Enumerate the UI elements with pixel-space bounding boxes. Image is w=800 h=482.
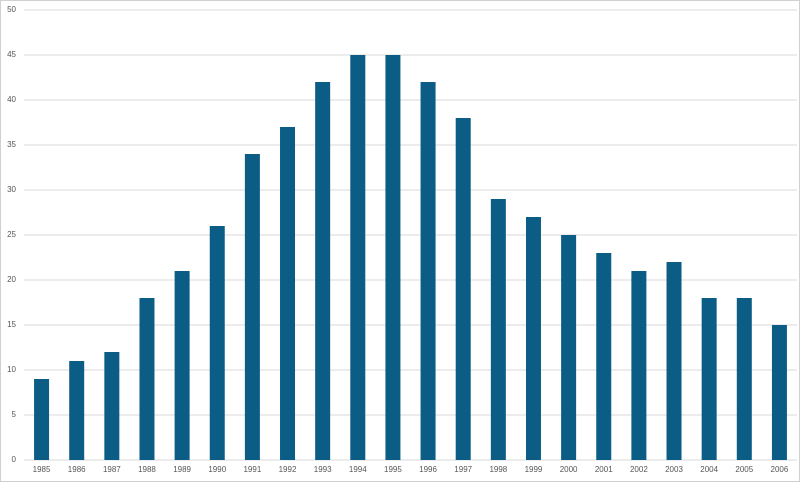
x-tick-label: 1997 (454, 465, 472, 474)
y-tick-label: 30 (7, 185, 16, 194)
x-tick-label: 1998 (489, 465, 507, 474)
y-tick-label: 15 (7, 320, 16, 329)
bar (174, 271, 190, 460)
bar (701, 298, 717, 460)
x-tick-label: 1985 (33, 465, 51, 474)
y-tick-label: 40 (7, 95, 16, 104)
bar (525, 217, 541, 460)
bar (596, 253, 612, 460)
bar (771, 325, 787, 460)
bar (350, 55, 366, 460)
y-tick-label: 35 (7, 140, 16, 149)
y-tick-label: 5 (12, 410, 17, 419)
x-tick-label: 2002 (630, 465, 648, 474)
x-tick-label: 1996 (419, 465, 437, 474)
x-tick-label: 2000 (560, 465, 578, 474)
x-tick-label: 2006 (771, 465, 789, 474)
bar (244, 154, 260, 460)
bar (666, 262, 682, 460)
y-tick-label: 50 (7, 5, 16, 14)
x-tick-label: 1992 (279, 465, 297, 474)
x-tick-label: 1993 (314, 465, 332, 474)
x-tick-label: 1990 (208, 465, 226, 474)
bar (455, 118, 471, 460)
x-tick-label: 2005 (735, 465, 753, 474)
bar (315, 82, 331, 460)
x-tick-label: 1989 (173, 465, 191, 474)
bar (280, 127, 296, 460)
bar (209, 226, 225, 460)
x-tick-label: 2001 (595, 465, 613, 474)
bar (736, 298, 752, 460)
x-tick-label: 1995 (384, 465, 402, 474)
y-tick-label: 0 (12, 455, 17, 464)
x-tick-label: 1994 (349, 465, 367, 474)
bar (490, 199, 506, 460)
bar (139, 298, 155, 460)
bar (34, 379, 50, 460)
x-tick-label: 1991 (243, 465, 261, 474)
y-tick-label: 45 (7, 50, 16, 59)
x-tick-label: 2003 (665, 465, 683, 474)
y-tick-label: 25 (7, 230, 16, 239)
bar (104, 352, 120, 460)
y-tick-label: 10 (7, 365, 16, 374)
x-tick-label: 1999 (525, 465, 543, 474)
y-tick-label: 20 (7, 275, 16, 284)
bar (420, 82, 436, 460)
bar (631, 271, 647, 460)
x-tick-label: 1988 (138, 465, 156, 474)
bar (385, 55, 401, 460)
x-tick-label: 1986 (68, 465, 86, 474)
bar (69, 361, 85, 460)
x-tick-label: 1987 (103, 465, 121, 474)
bar (561, 235, 577, 460)
x-tick-label: 2004 (700, 465, 718, 474)
